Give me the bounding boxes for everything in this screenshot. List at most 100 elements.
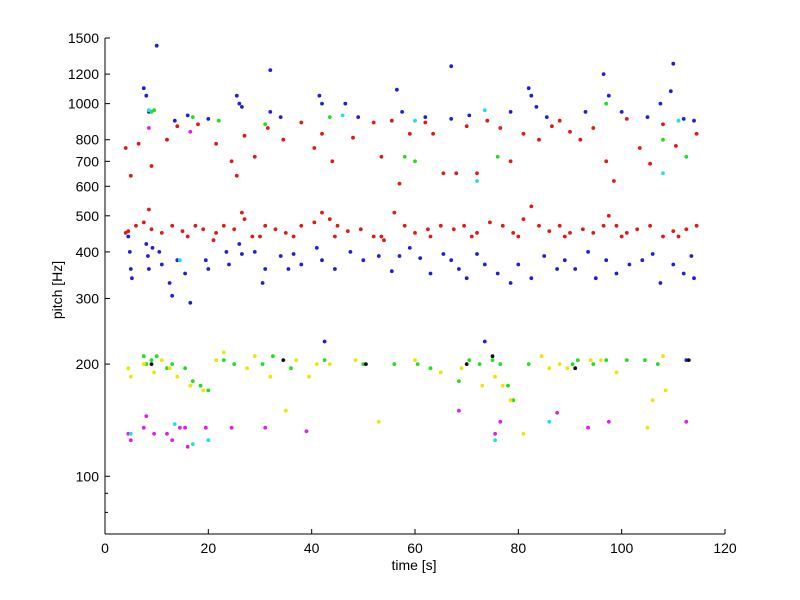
data-point (402, 223, 407, 228)
data-point (645, 115, 650, 119)
data-point (216, 118, 221, 123)
data-point (159, 231, 164, 235)
data-point (240, 105, 244, 109)
data-point (361, 258, 366, 263)
data-point (165, 366, 169, 371)
data-point (263, 267, 268, 271)
data-point (389, 269, 394, 274)
data-point (591, 231, 596, 235)
data-point (273, 227, 278, 232)
y-tick-label: 700 (76, 153, 100, 169)
data-point (511, 231, 516, 235)
data-point (606, 213, 611, 218)
data-point (188, 129, 193, 134)
data-point (178, 425, 182, 430)
data-point (529, 204, 534, 209)
data-point (508, 110, 513, 114)
data-point (500, 383, 505, 388)
data-point (658, 101, 663, 106)
data-point (588, 358, 593, 362)
x-tick-label: 80 (511, 540, 527, 556)
data-point (493, 438, 497, 443)
data-point (508, 281, 513, 285)
data-point (413, 231, 417, 235)
data-point (431, 131, 435, 136)
y-tick-label: 1500 (68, 30, 99, 46)
data-point (648, 223, 652, 228)
data-point (547, 366, 552, 371)
data-point (149, 362, 154, 366)
data-point (508, 398, 513, 403)
data-point (144, 242, 149, 246)
data-point (371, 120, 376, 125)
data-point (361, 362, 366, 366)
data-point (475, 179, 479, 183)
data-point (320, 101, 324, 106)
y-tick-label: 800 (76, 132, 100, 148)
data-point (149, 227, 154, 232)
data-point (147, 108, 151, 113)
x-tick-label: 60 (407, 540, 423, 556)
data-point (136, 141, 141, 146)
data-point (482, 339, 487, 344)
data-point (190, 442, 195, 446)
data-point (668, 89, 673, 94)
y-tick-label: 1000 (68, 96, 99, 112)
data-point (624, 231, 629, 235)
data-point (438, 223, 443, 228)
data-point (689, 254, 694, 258)
data-point (671, 262, 676, 267)
data-point (521, 431, 526, 436)
data-point (263, 122, 268, 127)
data-point (604, 159, 609, 164)
data-point (624, 358, 629, 362)
data-point (227, 262, 231, 267)
data-point (234, 173, 239, 178)
data-point (376, 419, 381, 424)
data-point (407, 246, 412, 250)
data-point (221, 358, 226, 362)
data-point (229, 159, 234, 164)
data-point (648, 161, 652, 166)
data-point (252, 250, 257, 254)
data-point (304, 429, 309, 434)
data-point (555, 267, 559, 271)
data-point (495, 154, 500, 159)
y-tick-label: 500 (76, 208, 100, 224)
data-point (240, 252, 244, 256)
data-point (265, 126, 270, 130)
data-point (170, 293, 175, 298)
data-point (402, 154, 407, 159)
data-point (508, 159, 513, 164)
data-point (619, 234, 624, 239)
data-point (614, 271, 619, 276)
data-point (493, 374, 497, 379)
data-point (457, 379, 461, 383)
data-point (294, 358, 299, 362)
data-point (141, 86, 146, 91)
data-point (457, 267, 461, 271)
data-point (415, 362, 420, 366)
y-tick-label: 600 (76, 178, 100, 194)
y-tick-label: 200 (76, 356, 100, 372)
data-point (146, 254, 150, 258)
data-point (141, 354, 146, 359)
data-point (521, 217, 526, 222)
data-point (221, 350, 226, 355)
data-point (640, 258, 645, 263)
data-point (201, 388, 206, 393)
data-point (356, 115, 361, 119)
data-point (193, 223, 198, 228)
data-point (201, 227, 206, 232)
data-point (480, 383, 485, 388)
data-point (428, 366, 433, 371)
data-point (686, 358, 691, 362)
data-point (488, 220, 492, 225)
data-point (150, 246, 155, 250)
data-point (149, 358, 154, 362)
data-point (232, 227, 237, 232)
data-point (353, 358, 358, 362)
series-red (123, 117, 699, 243)
data-point (268, 110, 273, 114)
data-point (606, 419, 611, 424)
